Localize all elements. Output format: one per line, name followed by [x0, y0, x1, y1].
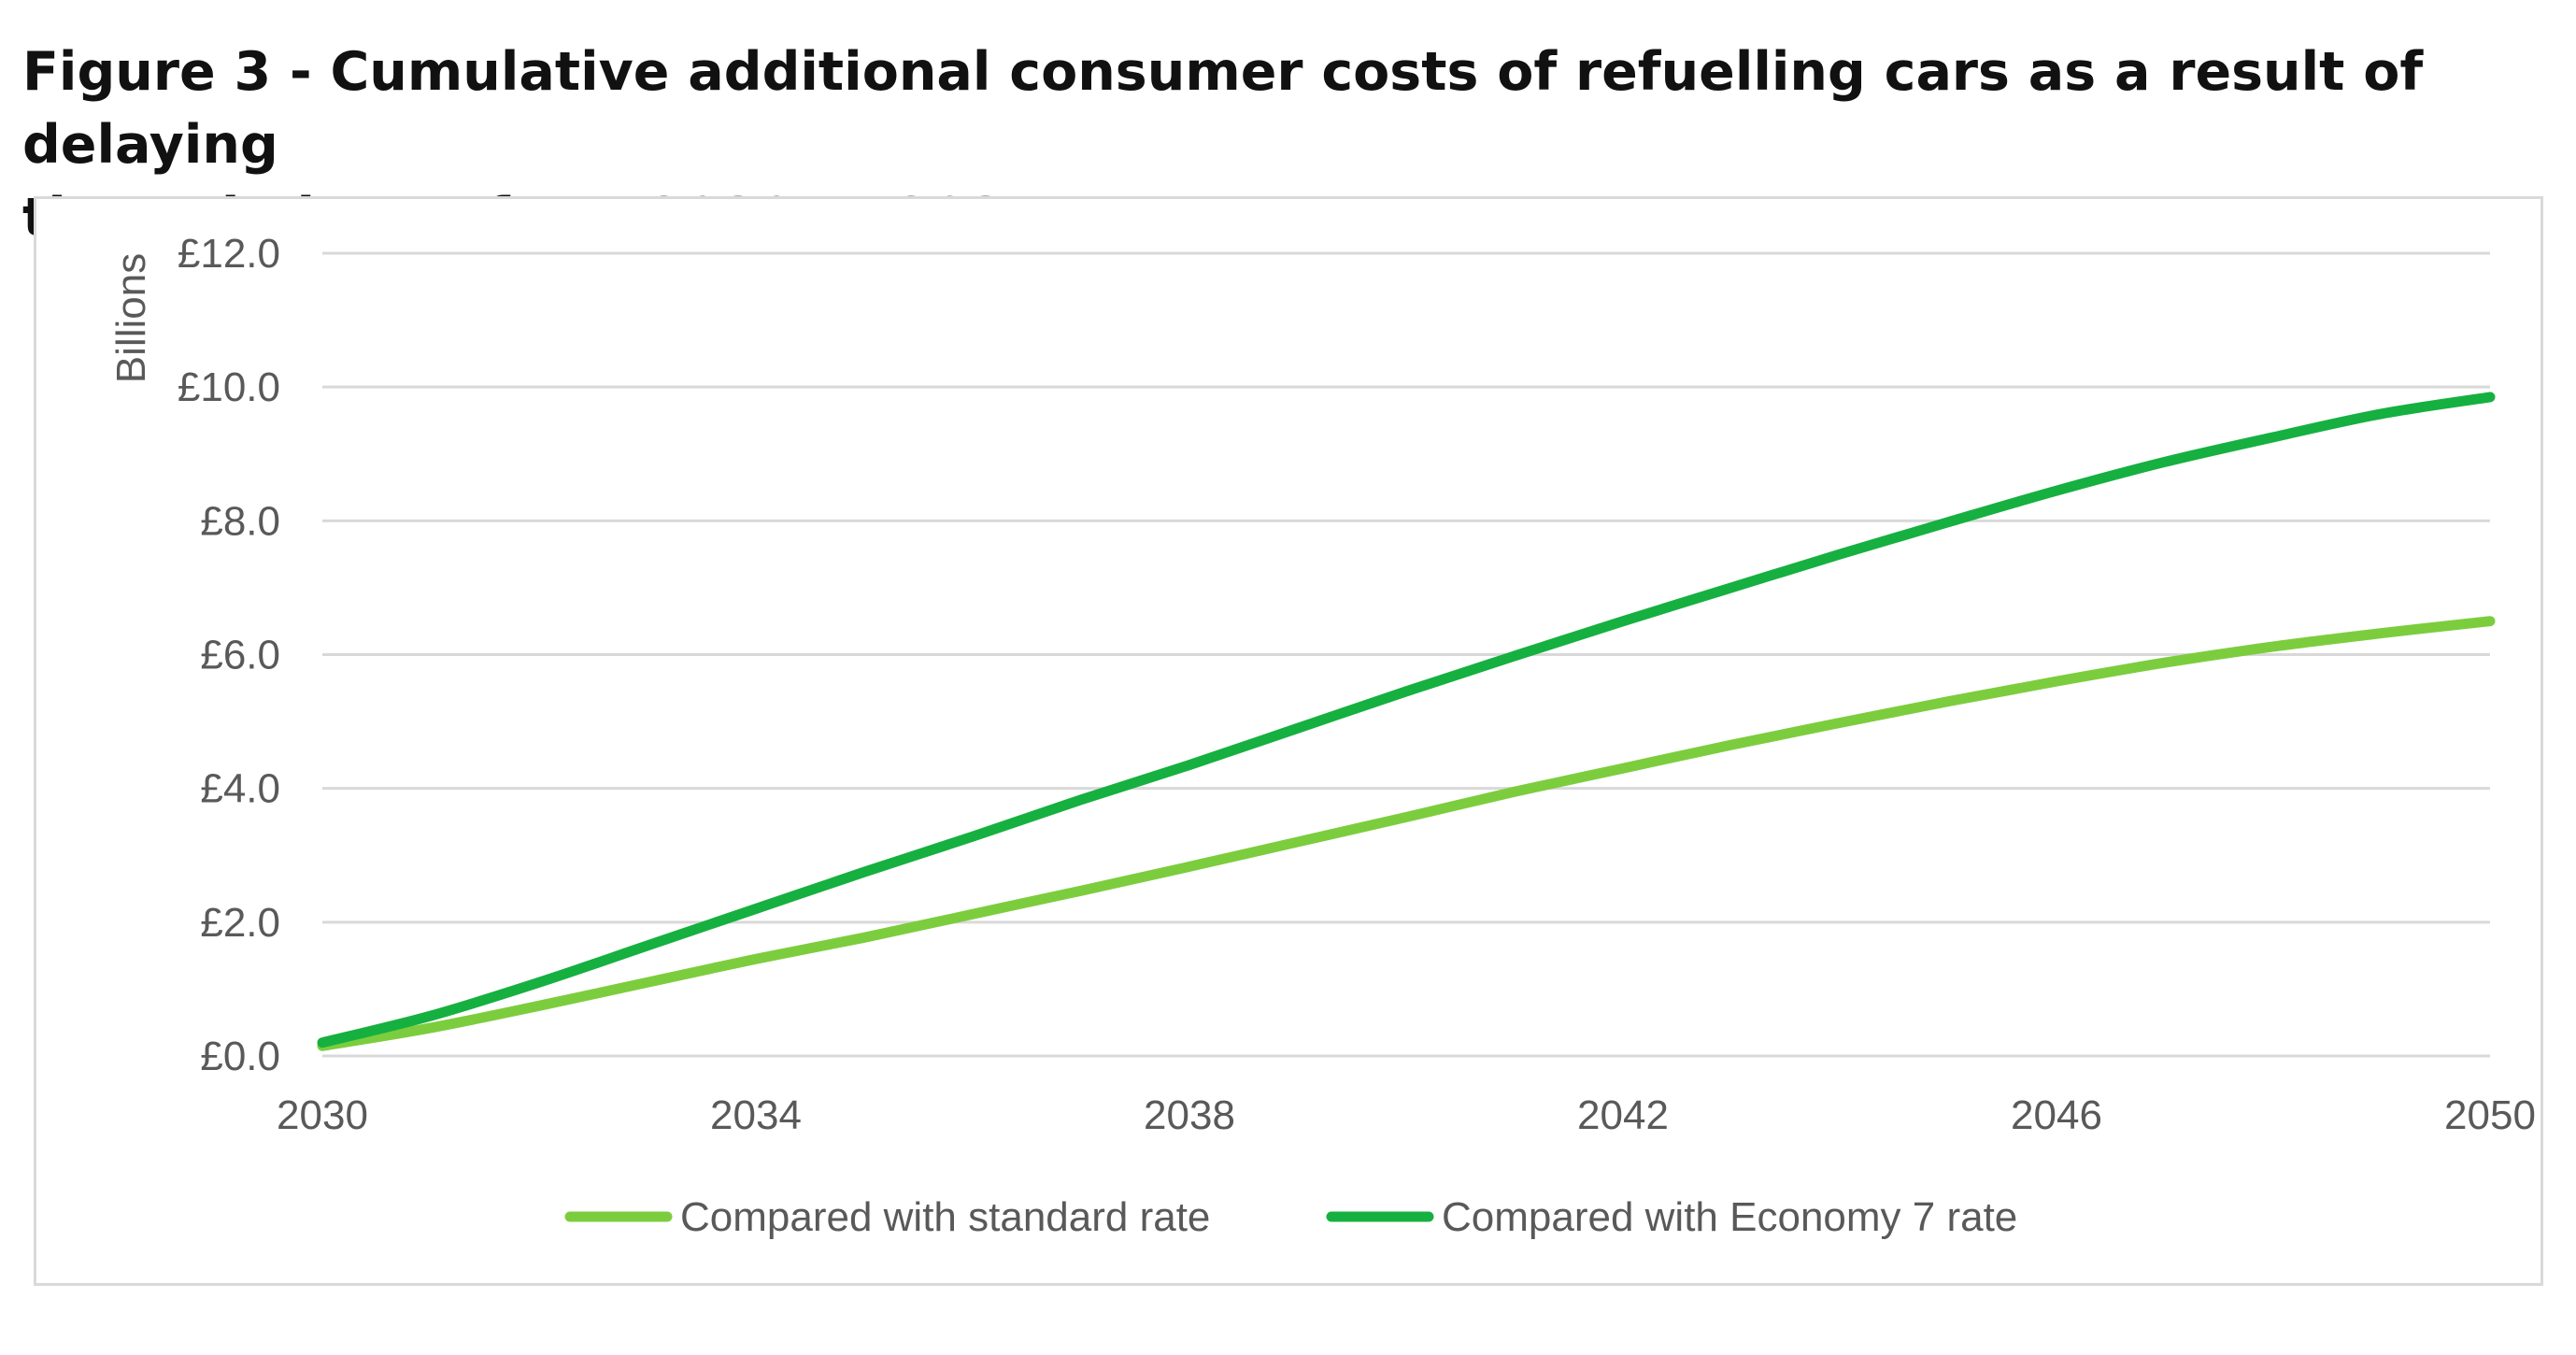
y-tick-label: £8.0	[200, 498, 280, 544]
figure-title-line1: Figure 3 - Cumulative additional consume…	[22, 41, 2424, 176]
y-tick-label: £0.0	[200, 1034, 280, 1079]
legend-label: Compared with Economy 7 rate	[1442, 1194, 2017, 1240]
x-tick-label: 2030	[277, 1092, 368, 1138]
series-lines	[317, 392, 2496, 1051]
y-axis-title: Billions	[108, 253, 154, 383]
x-tick-label: 2046	[2011, 1092, 2102, 1138]
y-tick-label: £4.0	[200, 766, 280, 812]
series-line	[317, 616, 2496, 1051]
y-tick-label: £10.0	[178, 364, 280, 410]
x-tick-label: 2038	[1144, 1092, 1235, 1138]
legend: Compared with standard rate Compared with…	[564, 1194, 2017, 1240]
y-tick-label: £12.0	[178, 231, 280, 277]
chart-frame	[34, 196, 2543, 1286]
legend-label: Compared with standard rate	[680, 1194, 1210, 1240]
x-tick-label: 2042	[1577, 1092, 1669, 1138]
series-line	[317, 392, 2496, 1048]
x-tick-label: 2034	[710, 1092, 802, 1138]
y-axis-ticks: £0.0 £2.0 £4.0 £6.0 £8.0 £10.0 £12.0	[178, 231, 280, 1079]
gridlines	[322, 251, 2490, 1058]
x-tick-label: 2050	[2444, 1092, 2536, 1138]
y-tick-label: £2.0	[200, 900, 280, 946]
x-axis-ticks: 2030 2034 2038 2042 2046 2050	[277, 1092, 2536, 1138]
y-tick-label: £6.0	[200, 633, 280, 678]
